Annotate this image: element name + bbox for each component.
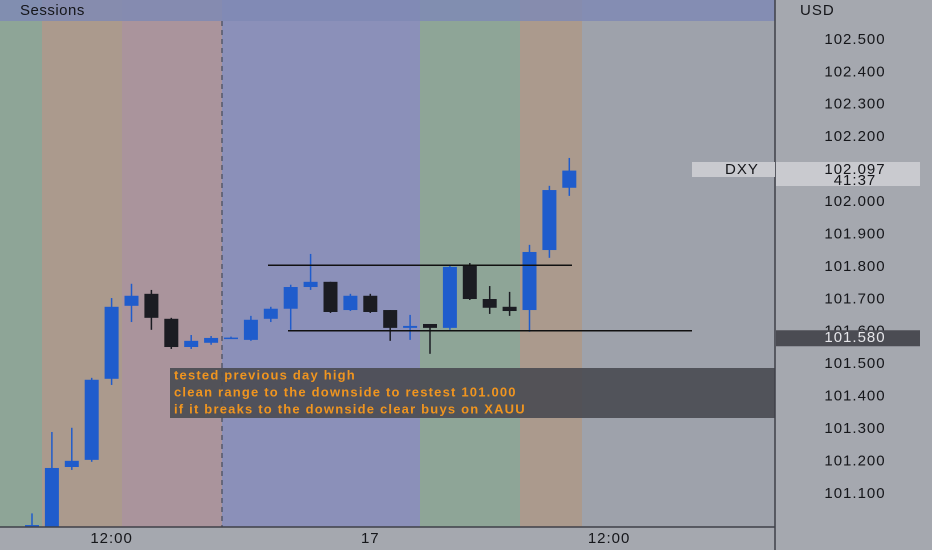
annotation-text: clean range to the downside to restest 1…: [174, 384, 517, 399]
candle-body: [64, 460, 79, 468]
annotation-box: [170, 368, 775, 418]
candle-body: [164, 318, 179, 348]
candle-body: [562, 170, 577, 188]
price-line-tag: 101.580: [776, 329, 920, 347]
y-tick-label: 101.800: [824, 258, 885, 275]
y-tick-label: 102.000: [824, 193, 885, 210]
candle-body: [144, 293, 159, 318]
y-tick-label: 101.300: [824, 420, 885, 437]
y-tick-label: 101.100: [824, 485, 885, 502]
y-tick-label: 101.400: [824, 388, 885, 405]
y-tick-label: 102.400: [824, 63, 885, 80]
price-axis: [775, 0, 932, 550]
y-tick-label: 101.900: [824, 225, 885, 242]
candle-body: [104, 306, 119, 379]
symbol-tag: [692, 162, 775, 177]
candle-body: [522, 251, 537, 311]
candle-body: [303, 281, 318, 288]
levels: [268, 264, 692, 332]
session-band: [222, 0, 420, 527]
x-tick-label: 12:00: [90, 530, 133, 547]
candle-body: [343, 295, 358, 311]
candles: [25, 157, 577, 527]
candle-body: [363, 295, 378, 312]
candle-body: [383, 310, 398, 328]
symbol-label: DXY: [725, 161, 759, 178]
session-band: [122, 0, 222, 527]
price-line-label: 101.580: [824, 329, 885, 346]
candle-body: [403, 325, 418, 328]
candle-body: [442, 266, 457, 328]
price-line-tag-box: [776, 330, 920, 347]
candle-body: [224, 337, 238, 340]
currency-label: USD: [800, 2, 835, 19]
session-band: [42, 0, 122, 527]
candle-body: [462, 265, 477, 300]
last-price-label: 102.097: [824, 161, 885, 178]
candle-body: [482, 299, 497, 308]
last-price-tag: [776, 162, 920, 186]
countdown-label: 41:37: [834, 172, 877, 189]
candle-body: [243, 319, 258, 340]
session-header: [0, 0, 775, 21]
session-label: Sessions: [20, 2, 85, 19]
candle-body: [423, 323, 437, 328]
x-tick-label: 17: [361, 530, 380, 547]
annotation-text: if it breaks to the downside clear buys …: [174, 401, 526, 416]
annotation-text: tested previous day high: [174, 367, 356, 382]
y-tick-label: 101.200: [824, 452, 885, 469]
candle-body: [44, 467, 59, 527]
candle-body: [323, 281, 338, 312]
candle-body: [542, 190, 557, 251]
candle-body: [184, 340, 199, 348]
y-tick-label: 102.200: [824, 128, 885, 145]
candle-body: [124, 295, 139, 306]
candle-body: [84, 379, 99, 460]
candle-body: [25, 525, 39, 527]
session-band: [0, 0, 42, 527]
y-tick-label: 101.700: [824, 290, 885, 307]
annotations: tested previous day high clean range to t…: [174, 367, 526, 416]
candle-body: [283, 287, 298, 309]
candle-body: [502, 306, 517, 312]
y-tick-label: 101.500: [824, 355, 885, 372]
time-axis: [0, 527, 775, 550]
candle-body: [263, 308, 278, 319]
candle-body: [204, 337, 219, 343]
y-tick-label: 102.500: [824, 31, 885, 48]
x-tick-label: 12:00: [588, 530, 631, 547]
y-tick-label: 102.300: [824, 96, 885, 113]
